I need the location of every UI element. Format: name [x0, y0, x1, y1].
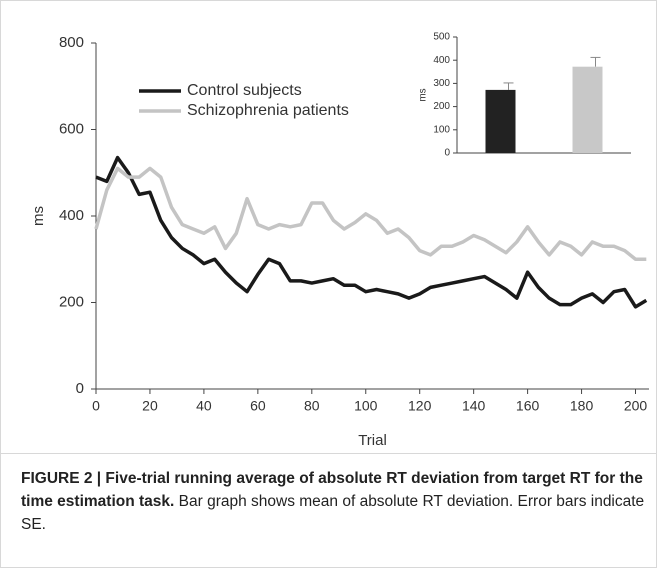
x-tick-label: 180: [570, 398, 594, 414]
x-tick-label: 80: [304, 398, 320, 414]
line-series: [95, 155, 648, 309]
chart: 0 200 400 600 800 0 20 40 60 80 100 120 140 160 180 200…: [30, 32, 649, 449]
inset-y-axis-label: ms: [418, 88, 429, 101]
y-tick-label: 200: [59, 293, 84, 310]
x-tick-label: 160: [516, 398, 540, 414]
x-tick-label: 40: [196, 398, 212, 414]
line-series: [94, 166, 647, 261]
legend-label: Schizophrenia patients: [187, 102, 349, 119]
y-tick-label: 800: [59, 34, 84, 51]
caption-text: Bar graph shows mean of absolute RT devi…: [21, 493, 645, 533]
legend-label: Control subjects: [187, 82, 302, 99]
caption: FIGURE 2 | Five-trial running average of…: [21, 467, 646, 536]
x-tick-label: 120: [408, 398, 432, 414]
y-axis-label: ms: [30, 206, 47, 226]
bar: [572, 66, 603, 153]
y-tick-label: 600: [59, 120, 84, 137]
bar: [485, 89, 516, 153]
y-tick-label: 0: [76, 380, 84, 397]
inset-y-tick-label: 0: [444, 148, 450, 159]
inset-y-tick-label: 500: [433, 32, 450, 43]
inset-y-tick-label: 400: [433, 55, 450, 66]
caption-label: FIGURE 2 | Five-trial running average of…: [21, 470, 643, 510]
x-tick-label: 60: [250, 398, 266, 414]
x-tick-label: 0: [92, 398, 100, 414]
inset-y-tick-label: 200: [433, 101, 450, 112]
x-tick-label: 140: [462, 398, 486, 414]
x-tick-label: 20: [142, 398, 158, 414]
inset-y-tick-label: 300: [433, 78, 450, 89]
x-tick-label: 200: [624, 398, 648, 414]
inset-y-tick-label: 100: [433, 124, 450, 135]
separator: [1, 453, 657, 454]
x-tick-label: 100: [354, 398, 378, 414]
y-tick-label: 400: [59, 207, 84, 224]
x-axis-label: Trial: [358, 432, 387, 449]
